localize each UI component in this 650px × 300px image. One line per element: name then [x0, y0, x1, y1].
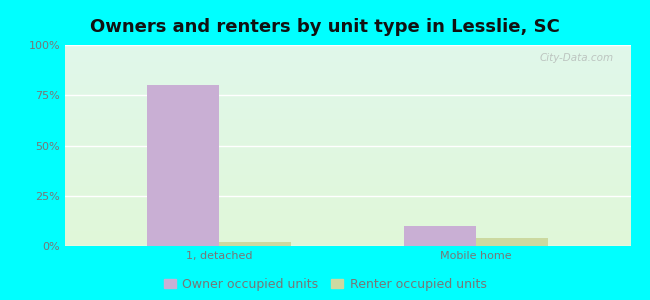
Text: Owners and renters by unit type in Lesslie, SC: Owners and renters by unit type in Lessl… — [90, 18, 560, 36]
Bar — [148, 85, 219, 246]
Bar — [404, 226, 476, 246]
Bar — [219, 242, 291, 246]
Text: City-Data.com: City-Data.com — [540, 53, 614, 63]
Bar — [476, 238, 548, 246]
Legend: Owner occupied units, Renter occupied units: Owner occupied units, Renter occupied un… — [164, 278, 486, 291]
